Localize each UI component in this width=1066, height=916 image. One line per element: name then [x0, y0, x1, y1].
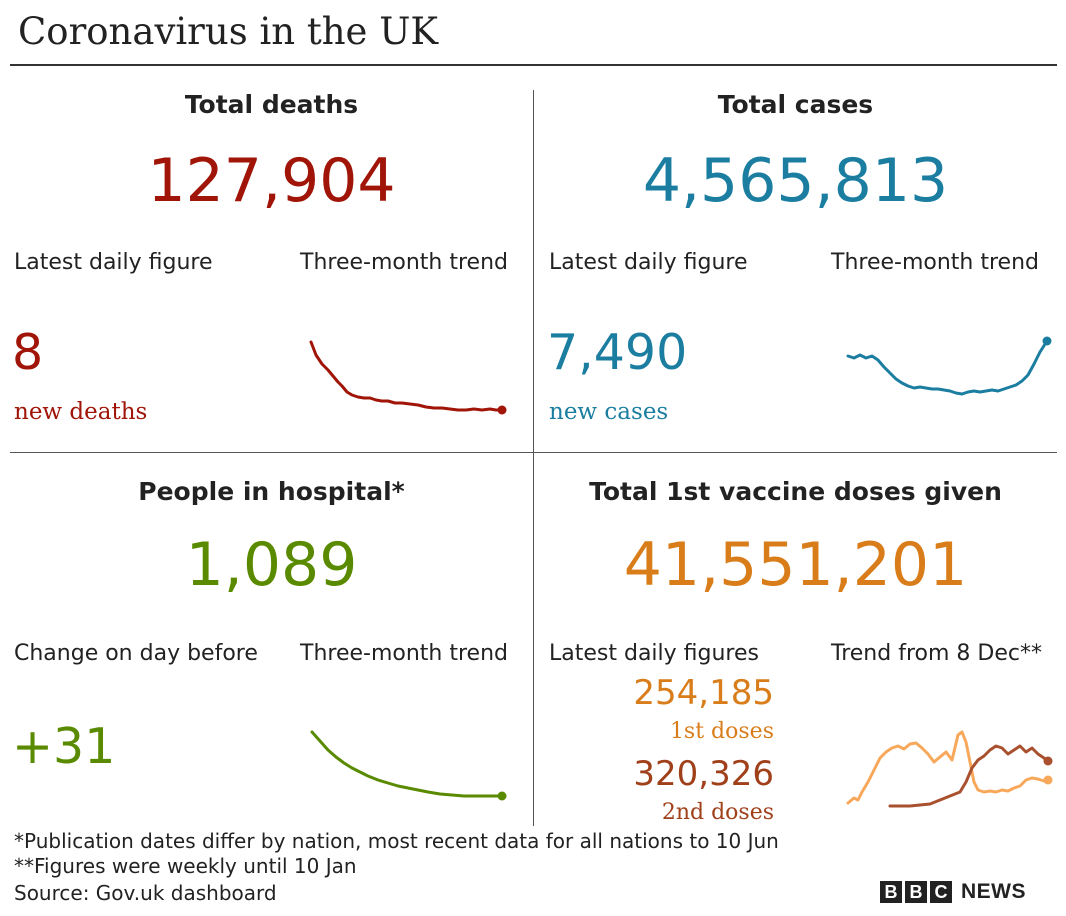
hospital-trend-label: Three-month trend: [300, 641, 508, 666]
hospital-trend-sparkline: [310, 730, 507, 801]
second-dose-trend-line: [888, 744, 1050, 808]
footnote-weekly-figures: **Figures were weekly until 10 Jan: [14, 854, 357, 878]
second-dose-value: 320,326: [633, 754, 774, 794]
hospital-latest-label: Change on day before: [14, 641, 258, 666]
hospital-heading: People in hospital*: [138, 477, 405, 506]
source-note: Source: Gov.uk dashboard: [14, 881, 277, 905]
page-title: Coronavirus in the UK: [18, 10, 439, 53]
second-dose-trend-end: [1043, 756, 1053, 766]
deaths-trend-label: Three-month trend: [300, 250, 508, 275]
cases-latest-value: 7,490: [547, 324, 688, 381]
vaccine-total: 41,551,201: [623, 530, 968, 600]
hospital-latest-value: +31: [12, 718, 116, 775]
hospital-total: 1,089: [185, 530, 358, 600]
vaccine-trend-sparkline: [846, 730, 1053, 808]
first-dose-value: 254,185: [633, 673, 774, 713]
deaths-heading: Total deaths: [184, 90, 359, 119]
bbc-logo-letter-3: C: [930, 881, 952, 903]
bbc-news-logo: B B C NEWS: [880, 880, 1026, 904]
vaccine-latest-label: Latest daily figures: [549, 641, 759, 666]
deaths-latest-label: Latest daily figure: [14, 250, 213, 275]
cases-latest-label: Latest daily figure: [549, 250, 748, 275]
cases-heading: Total cases: [717, 90, 874, 119]
bbc-logo-letter-2: B: [905, 881, 927, 903]
cases-trend-label: Three-month trend: [831, 250, 1039, 275]
first-dose-caption: 1st doses: [669, 719, 774, 744]
vertical-divider-top: [533, 90, 534, 452]
deaths-trend-sparkline: [309, 340, 507, 415]
bbc-logo-news: NEWS: [961, 880, 1026, 903]
deaths-latest-caption: new deaths: [14, 399, 148, 425]
horizontal-divider: [10, 452, 1057, 453]
footnote-publication-dates: *Publication dates differ by nation, mos…: [14, 829, 779, 853]
cases-trend-sparkline: [846, 336, 1052, 396]
first-dose-trend-end: [1043, 775, 1053, 785]
vaccine-trend-label: Trend from 8 Dec**: [831, 641, 1042, 666]
bbc-logo-letter-1: B: [880, 881, 902, 903]
vaccine-heading: Total 1st vaccine doses given: [589, 477, 1002, 506]
first-dose-trend-line: [846, 730, 1050, 805]
second-dose-caption: 2nd doses: [661, 800, 774, 825]
cases-latest-caption: new cases: [549, 399, 669, 425]
deaths-latest-value: 8: [12, 324, 44, 381]
deaths-total: 127,904: [147, 146, 396, 216]
title-divider: [10, 64, 1057, 66]
cases-total: 4,565,813: [642, 146, 949, 216]
vertical-divider-bottom: [533, 452, 534, 826]
